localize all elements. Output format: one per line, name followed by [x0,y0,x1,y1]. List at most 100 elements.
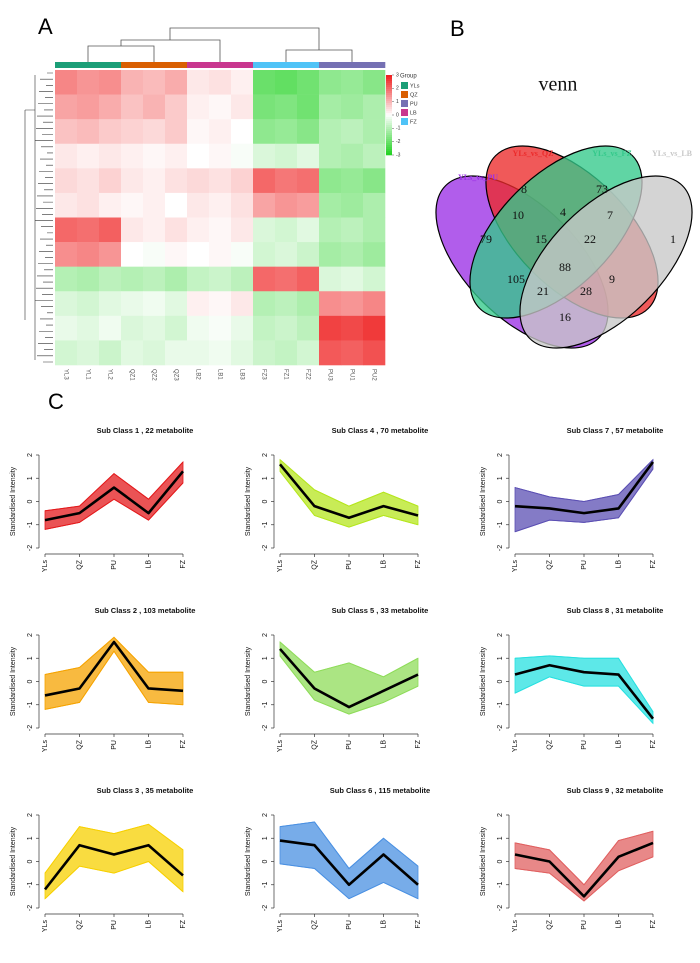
spread-band [514,830,654,902]
heatmap-cell [77,266,100,292]
heatmap-cell [363,242,386,267]
heatmap-cell [165,291,188,317]
spread-lower [44,482,184,530]
heatmap-cell [209,315,232,341]
heatmap-cell [363,192,386,218]
heatmap-cell [319,291,342,317]
colorbar-step [386,135,392,138]
heatmap-cell [165,315,188,341]
x-tick-label: QZ [311,559,318,569]
venn-count: 28 [580,284,592,298]
y-tick-label: 2 [497,453,504,457]
colorbar-step [386,123,392,126]
y-tick-label: 2 [262,453,269,457]
heatmap-cell [253,217,276,243]
colorbar-step [386,107,392,110]
heatmap-cell [143,70,166,95]
x-tick-label: PU [581,920,588,930]
x-tick-label: YLs [512,560,519,573]
colorbar-step [386,141,392,144]
heatmap-cell [55,291,78,317]
colorbar-step [386,111,392,114]
y-tick-label: -2 [262,725,269,731]
heatmap-cell [363,340,386,366]
heatmap-cell [319,192,342,218]
venn-count: 79 [480,232,492,246]
heatmap-cell [275,192,298,218]
heatmap-cell [341,168,364,194]
x-tick-label: PU [346,920,353,930]
heatmap-cell [319,315,342,341]
venn-count: 105 [507,272,525,286]
colorbar-step [386,133,392,136]
colorbar-step [386,143,392,146]
heatmap-cell [143,315,166,341]
heatmap-cell [253,340,276,366]
heatmap-cell [55,168,78,194]
spread-upper [44,461,184,512]
x-tick-label: YLs [277,740,284,753]
spread-upper [44,823,184,874]
heatmap-cell [275,94,298,120]
colorbar-step [386,91,392,94]
spread-band [279,821,419,900]
panel-label: B [450,16,465,41]
heatmap-cell [99,340,122,366]
x-tick-label: YLs [42,740,49,753]
heatmap-cell [165,266,188,292]
venn-set-label: YLs_vs_PU [458,173,498,182]
group-bar [363,62,386,68]
venn-set-label: YLs_vs_LB [652,149,693,158]
column-label: YL2 [106,369,112,380]
spread-upper [279,641,419,678]
heatmap-cell [77,291,100,317]
venn-count: 22 [584,232,596,246]
heatmap-cell [297,70,320,95]
heatmap-cell [55,315,78,341]
y-tick-label: 0 [262,859,269,863]
heatmap-cell [253,143,276,169]
heatmap-cell [341,266,364,292]
heatmap-cell [143,94,166,120]
y-tick-label: -1 [262,702,269,708]
column-label: QZ3 [172,369,178,381]
column-label: FZ1 [282,369,288,380]
group-bar [187,62,210,68]
heatmap-cell [165,70,188,95]
colorbar-step [386,117,392,120]
x-tick-label: PU [346,740,353,750]
spread-band [514,458,654,533]
y-tick-label: -1 [262,522,269,528]
heatmap-cell [121,340,144,366]
heatmap-cell [231,119,254,145]
heatmap-cell [209,70,232,95]
heatmap-cell [143,242,166,267]
heatmap-cell [297,94,320,120]
heatmap-cell [77,340,100,366]
y-tick-label: 2 [497,813,504,817]
heatmap-cell [253,266,276,292]
colorbar-label: 0 [396,112,399,118]
y-axis-label: Standardised Intensity [480,826,487,896]
heatmap-cell [55,70,78,95]
y-tick-label: -2 [262,545,269,551]
heatmap-cell [253,242,276,267]
y-tick-label: -2 [27,725,34,731]
heatmap-cell [231,340,254,366]
heatmap-cell [363,143,386,169]
subplot-title: Sub Class 3 , 35 metabolite [97,786,194,795]
x-tick-label: FZ [415,739,422,748]
column-label: YL3 [62,369,68,380]
legend-label: PU [410,101,418,107]
x-tick-label: QZ [76,739,83,749]
heatmap-cell [253,119,276,145]
spread-band [514,655,654,725]
x-tick-label: FZ [180,559,187,568]
legend-swatch [401,100,408,107]
y-tick-label: 2 [262,633,269,637]
heatmap-cell [99,119,122,145]
heatmap-cell [275,340,298,366]
x-tick-label: PU [111,920,118,930]
group-bar [99,62,122,68]
venn-count: 15 [535,232,547,246]
